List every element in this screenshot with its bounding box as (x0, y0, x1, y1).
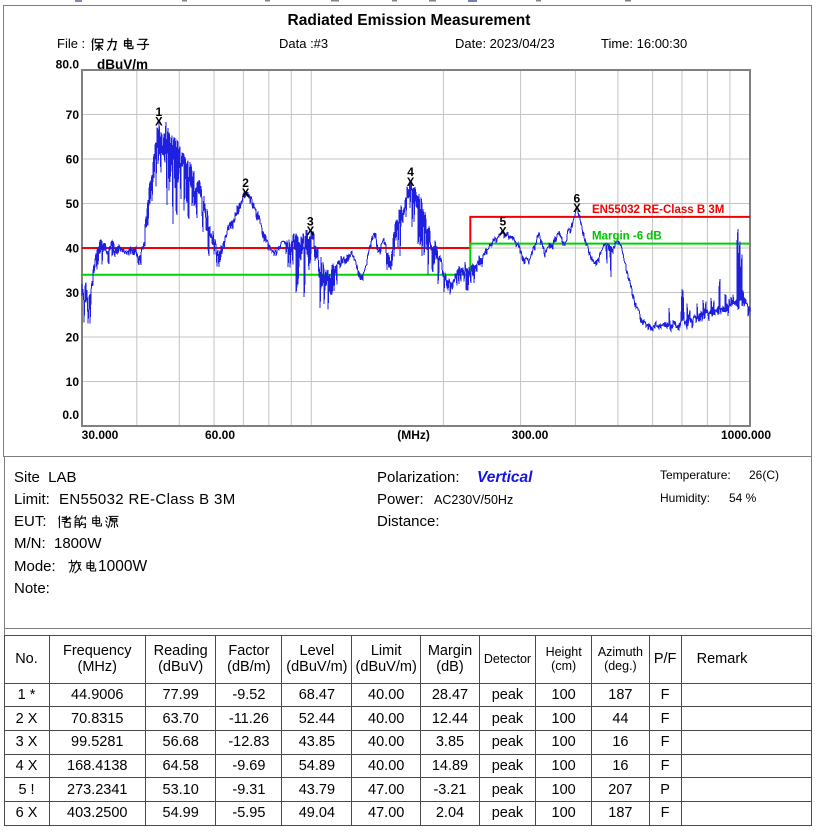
svg-text:X: X (242, 188, 250, 200)
svg-text:60: 60 (66, 153, 80, 167)
svg-text:2: 2 (242, 176, 249, 190)
svg-text:0.0: 0.0 (62, 408, 79, 422)
svg-text:300.00: 300.00 (512, 428, 549, 442)
svg-text:5: 5 (499, 215, 506, 229)
svg-text:1: 1 (155, 105, 162, 119)
svg-text:X: X (155, 117, 163, 129)
svg-text:30: 30 (66, 286, 80, 300)
svg-text:3: 3 (307, 214, 314, 228)
svg-text:EN55032 RE-Class B 3M: EN55032 RE-Class B 3M (592, 204, 724, 216)
svg-text:X: X (407, 177, 415, 189)
svg-text:X: X (499, 226, 507, 238)
svg-text:60.00: 60.00 (205, 428, 235, 442)
svg-text:10: 10 (66, 375, 80, 389)
svg-text:4: 4 (407, 165, 414, 179)
svg-text:(MHz): (MHz) (397, 428, 430, 442)
svg-text:X: X (573, 203, 581, 215)
svg-text:70: 70 (66, 108, 80, 122)
svg-text:dBuV/m: dBuV/m (97, 57, 148, 72)
svg-text:6: 6 (574, 191, 581, 205)
svg-text:30.000: 30.000 (82, 428, 119, 442)
svg-text:20: 20 (66, 331, 80, 345)
svg-text:1000.000: 1000.000 (721, 428, 771, 442)
svg-text:80.0: 80.0 (56, 58, 80, 72)
svg-text:X: X (307, 226, 315, 238)
svg-text:50: 50 (66, 197, 80, 211)
svg-text:40: 40 (66, 242, 80, 256)
svg-text:Margin -6 dB: Margin -6 dB (592, 231, 662, 243)
